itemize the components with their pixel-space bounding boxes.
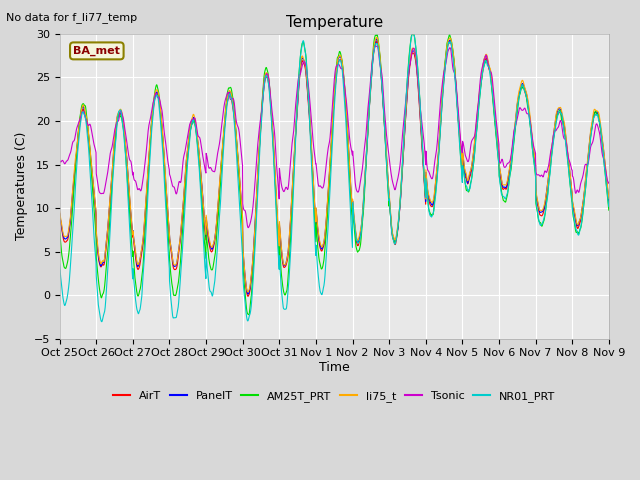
PanelT — [209, 245, 216, 251]
li75_t — [373, 35, 381, 40]
Tsonic — [56, 157, 63, 163]
PanelT — [557, 107, 564, 112]
Text: BA_met: BA_met — [74, 46, 120, 56]
AirT — [572, 220, 580, 226]
AirT — [372, 39, 380, 45]
li75_t — [362, 155, 370, 160]
PanelT — [605, 198, 612, 204]
AirT — [56, 211, 63, 216]
AirT — [350, 219, 358, 225]
AirT — [244, 293, 252, 299]
Line: Tsonic: Tsonic — [60, 46, 609, 228]
AirT — [209, 247, 216, 252]
NR01_PRT — [98, 319, 106, 324]
NR01_PRT — [350, 218, 358, 224]
AirT — [494, 147, 502, 153]
NR01_PRT — [557, 111, 564, 117]
NR01_PRT — [494, 156, 502, 162]
NR01_PRT — [209, 290, 217, 296]
Text: No data for f_li77_temp: No data for f_li77_temp — [6, 12, 138, 23]
PanelT — [56, 210, 63, 216]
li75_t — [56, 208, 63, 214]
Line: PanelT: PanelT — [60, 39, 609, 294]
AirT — [362, 160, 370, 166]
li75_t — [209, 243, 216, 249]
Title: Temperature: Temperature — [285, 15, 383, 30]
AM25T_PRT — [605, 207, 612, 213]
Tsonic — [244, 225, 252, 230]
PanelT — [244, 291, 252, 297]
AM25T_PRT — [245, 312, 253, 317]
Tsonic — [362, 130, 370, 135]
li75_t — [605, 196, 612, 202]
Line: AM25T_PRT: AM25T_PRT — [60, 34, 609, 314]
Tsonic — [209, 168, 216, 174]
AirT — [557, 110, 564, 116]
li75_t — [557, 105, 564, 110]
PanelT — [494, 145, 502, 151]
AM25T_PRT — [408, 31, 416, 37]
Tsonic — [557, 118, 564, 123]
Line: NR01_PRT: NR01_PRT — [60, 30, 609, 322]
AM25T_PRT — [362, 159, 370, 165]
Tsonic — [605, 180, 612, 186]
Tsonic — [572, 190, 580, 196]
Y-axis label: Temperatures (C): Temperatures (C) — [15, 132, 28, 240]
X-axis label: Time: Time — [319, 361, 349, 374]
NR01_PRT — [56, 261, 63, 267]
Line: li75_t: li75_t — [60, 37, 609, 292]
AM25T_PRT — [557, 110, 564, 116]
AM25T_PRT — [209, 265, 216, 271]
AM25T_PRT — [350, 225, 358, 230]
Tsonic — [350, 168, 358, 174]
NR01_PRT — [410, 27, 417, 33]
NR01_PRT — [362, 157, 370, 163]
Tsonic — [373, 43, 381, 49]
PanelT — [373, 36, 381, 42]
PanelT — [572, 219, 580, 225]
NR01_PRT — [605, 204, 612, 209]
PanelT — [350, 217, 358, 223]
li75_t — [350, 215, 358, 220]
Line: AirT: AirT — [60, 42, 609, 296]
NR01_PRT — [572, 227, 580, 232]
Legend: AirT, PanelT, AM25T_PRT, li75_t, Tsonic, NR01_PRT: AirT, PanelT, AM25T_PRT, li75_t, Tsonic,… — [109, 386, 559, 406]
AM25T_PRT — [494, 155, 502, 161]
Tsonic — [494, 135, 502, 141]
li75_t — [244, 289, 252, 295]
li75_t — [494, 143, 502, 148]
PanelT — [362, 156, 370, 162]
AirT — [605, 199, 612, 205]
AM25T_PRT — [572, 229, 580, 235]
li75_t — [572, 216, 580, 222]
AM25T_PRT — [56, 228, 63, 233]
